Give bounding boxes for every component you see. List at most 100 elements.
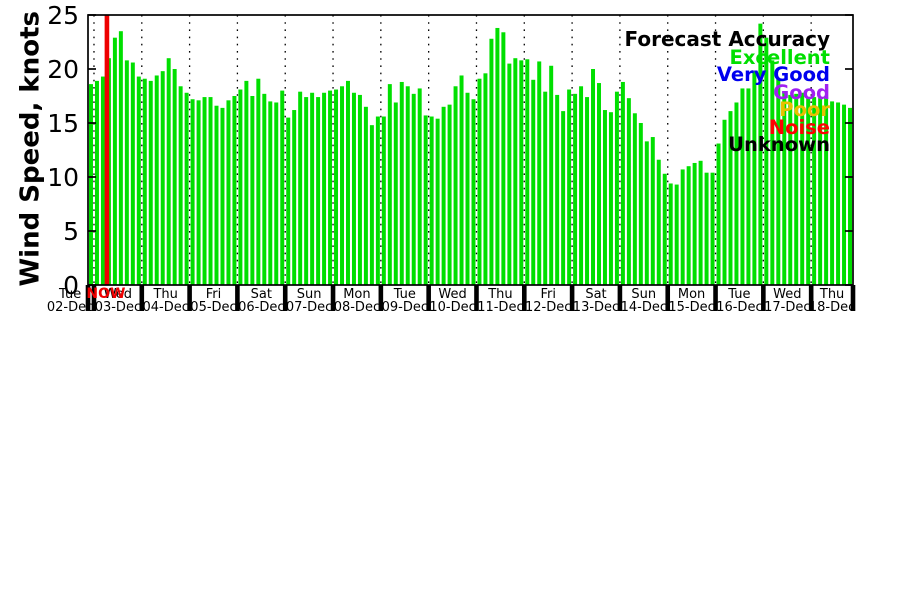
x-axis-tick — [187, 285, 192, 311]
x-axis-tick — [378, 285, 384, 311]
bar — [262, 93, 267, 285]
bar — [698, 160, 703, 285]
bar — [800, 92, 805, 285]
bar — [602, 110, 607, 285]
bar — [172, 69, 177, 285]
day-name-label: Sun — [297, 287, 322, 302]
day-date-label: 08-Dec — [334, 300, 380, 315]
x-axis-tick — [617, 285, 623, 311]
bar — [292, 110, 297, 285]
x-axis-tick — [330, 285, 336, 311]
bar — [483, 73, 488, 285]
bar — [465, 92, 470, 285]
bar — [244, 80, 249, 285]
bar — [680, 169, 685, 285]
bar — [238, 89, 243, 286]
day-name-label: Thu — [487, 287, 512, 302]
bar — [608, 112, 613, 285]
day-name-label: Sat — [585, 287, 606, 302]
forecast-accuracy-legend: Forecast Accuracy Excellent Very Good Go… — [625, 29, 830, 154]
bar — [232, 96, 237, 285]
y-tick-label: 0 — [63, 271, 79, 300]
now-label: NOW — [86, 286, 125, 302]
bar — [471, 99, 476, 286]
bar — [740, 88, 745, 285]
bar — [316, 97, 321, 285]
bar — [226, 100, 231, 285]
bar — [794, 93, 799, 285]
bar — [531, 79, 536, 285]
bar — [818, 98, 823, 285]
bar — [776, 78, 781, 285]
bar — [716, 143, 721, 285]
day-name-label: Tue — [58, 287, 81, 302]
now-line — [104, 15, 110, 285]
bar — [208, 97, 213, 285]
bar — [89, 84, 93, 286]
bar — [650, 137, 655, 285]
bar — [626, 98, 631, 285]
bar — [304, 97, 309, 285]
day-date-label: 04-Dec — [143, 300, 189, 315]
bar — [788, 94, 793, 285]
bar — [501, 32, 506, 285]
x-axis-tick — [235, 285, 240, 311]
legend-item-good: Good — [773, 80, 830, 104]
x-axis-tick — [426, 285, 431, 311]
y-tick-label: 10 — [47, 163, 79, 192]
day-date-label: 15-Dec — [668, 300, 714, 315]
day-name-label: Fri — [540, 287, 556, 302]
bar — [166, 58, 171, 286]
bar — [585, 97, 590, 285]
day-date-label: 17-Dec — [764, 300, 810, 315]
bar — [363, 106, 368, 285]
bar — [429, 116, 434, 286]
day-name-label: Mon — [343, 287, 370, 302]
day-date-label: 12-Dec — [525, 300, 571, 315]
bar — [495, 27, 500, 286]
bar — [112, 37, 117, 286]
bar — [537, 61, 542, 285]
x-axis-tick — [282, 285, 288, 311]
bar — [806, 98, 811, 285]
day-date-label: 09-Dec — [382, 300, 428, 315]
bar — [770, 60, 775, 285]
day-date-label: 03-Dec — [95, 300, 141, 315]
bar — [178, 86, 183, 285]
bar — [142, 78, 147, 285]
bar — [369, 125, 374, 285]
bar — [728, 111, 733, 286]
bar — [154, 75, 159, 285]
bar — [94, 80, 99, 285]
bar — [196, 100, 201, 285]
bar — [489, 38, 494, 286]
x-axis-tick — [713, 285, 718, 311]
day-date-label: 16-Dec — [716, 300, 762, 315]
bar — [345, 80, 350, 285]
bar — [214, 105, 219, 285]
bar — [274, 102, 279, 285]
bar — [758, 23, 763, 285]
plot-border — [87, 14, 854, 286]
bar — [405, 86, 410, 285]
bar — [555, 94, 560, 285]
day-name-label: Fri — [206, 287, 222, 302]
bar — [340, 86, 344, 285]
bar — [118, 31, 123, 286]
day-date-label: 13-Dec — [573, 300, 619, 315]
bar — [507, 63, 512, 285]
day-date-label: 05-Dec — [190, 300, 236, 315]
day-name-label: Tue — [393, 287, 416, 302]
bar — [441, 106, 446, 285]
bar — [298, 91, 303, 286]
y-axis-title: Wind Speed, knots — [15, 11, 46, 287]
bar — [477, 78, 482, 285]
day-name-label: Thu — [152, 287, 177, 302]
bar — [692, 162, 697, 285]
day-date-label: 18-Dec — [809, 300, 855, 315]
bar — [632, 113, 637, 285]
bar — [543, 91, 548, 286]
bar — [752, 71, 757, 285]
bar — [513, 58, 518, 286]
bar — [250, 96, 255, 285]
